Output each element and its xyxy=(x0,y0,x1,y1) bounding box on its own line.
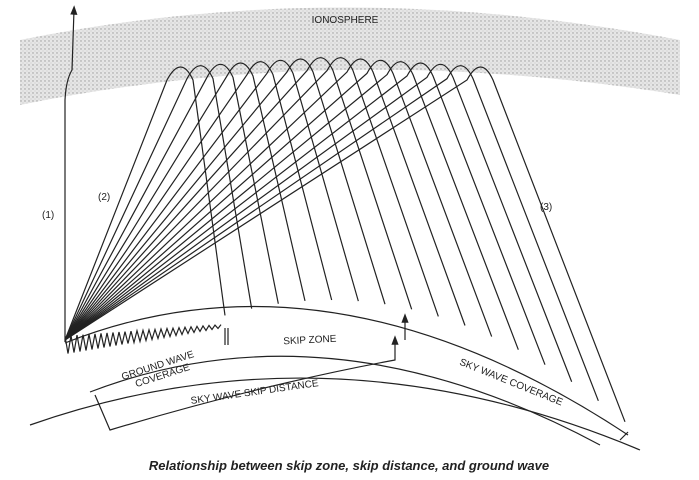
sky-wave-ray xyxy=(64,63,573,382)
sky-wave-ray xyxy=(64,62,546,365)
skip-distance-label: SKY WAVE SKIP DISTANCE xyxy=(190,378,320,407)
sky-wave-ray xyxy=(64,57,413,341)
sky-wave-ray xyxy=(64,61,333,341)
sky-wave-ray xyxy=(64,61,519,350)
ray-3-label: (3) xyxy=(540,202,552,213)
sky-wave-coverage-label: SKY WAVE COVERAGE xyxy=(458,357,565,409)
sky-wave-ray xyxy=(64,66,626,423)
sky-wave-ray xyxy=(64,57,439,341)
vertical-ray xyxy=(64,5,78,342)
caption: Relationship between skip zone, skip dis… xyxy=(149,458,549,473)
sky-wave-ray xyxy=(64,59,493,341)
sky-wave-ray xyxy=(64,65,253,341)
earth-ground xyxy=(29,377,641,451)
sky-wave-ray xyxy=(64,58,466,341)
skip-zone-label: SKIP ZONE xyxy=(283,334,337,348)
coverage-bracket xyxy=(224,328,229,345)
sky-wave-ray xyxy=(64,62,306,341)
skip-distance-bracket xyxy=(94,335,399,431)
ionosphere-label: IONOSPHERE xyxy=(312,15,379,26)
ray-1-label: (1) xyxy=(42,210,54,221)
ray-2-label: (2) xyxy=(98,192,110,203)
ionosphere-band xyxy=(20,7,680,105)
sky-wave-ray xyxy=(64,58,386,341)
ground-wave xyxy=(64,324,222,354)
ground-wave-label: GROUND WAVE COVERAGE xyxy=(120,348,201,393)
coverage-end xyxy=(619,431,629,441)
sky-wave-ray xyxy=(64,65,599,402)
earth-surface xyxy=(64,305,629,436)
sky-wave-ray xyxy=(64,59,359,341)
sky-wave-ray xyxy=(64,66,226,341)
sky-wave-ray xyxy=(64,63,279,341)
